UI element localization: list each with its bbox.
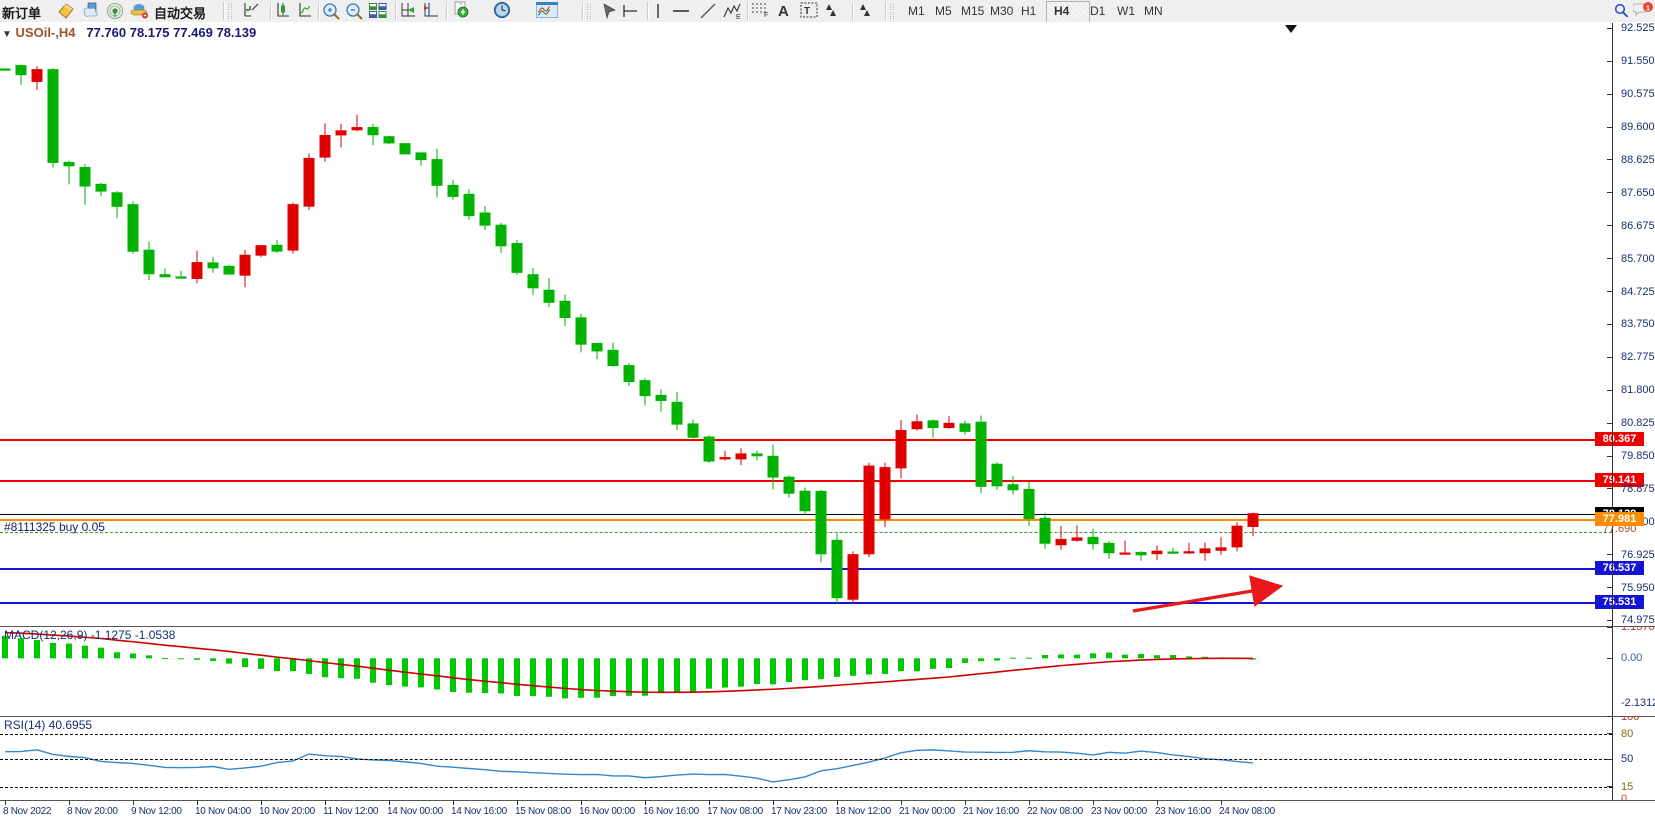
svg-text:T: T	[804, 6, 810, 17]
svg-text:1: 1	[1646, 3, 1650, 12]
svg-text:F: F	[764, 12, 768, 17]
svg-text:E: E	[736, 14, 741, 20]
